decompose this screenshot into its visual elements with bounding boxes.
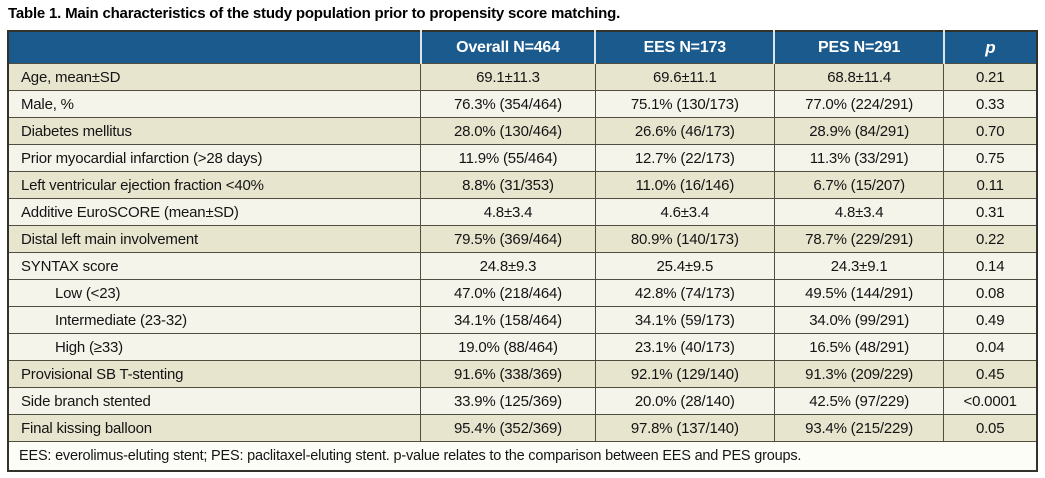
row-label: Left ventricular ejection fraction <40% <box>7 171 422 199</box>
cell-pes: 91.3% (209/229) <box>773 360 945 388</box>
table-row: Side branch stented 33.9% (125/369) 20.0% … <box>7 387 1038 415</box>
row-label: Provisional SB T-stenting <box>7 360 422 388</box>
table-row: SYNTAX score 24.8±9.3 25.4±9.5 24.3±9.1 0.14 <box>7 252 1038 280</box>
cell-pes: 34.0% (99/291) <box>773 306 945 334</box>
cell-p-value: 0.31 <box>943 198 1038 226</box>
row-label: Distal left main involvement <box>7 225 422 253</box>
cell-ees: 80.9% (140/173) <box>594 225 775 253</box>
cell-p-value: 0.22 <box>943 225 1038 253</box>
cell-pes: 78.7% (229/291) <box>773 225 945 253</box>
cell-pes: 42.5% (97/229) <box>773 387 945 415</box>
cell-p-value: 0.21 <box>943 63 1038 91</box>
cell-pes: 28.9% (84/291) <box>773 117 945 145</box>
cell-overall: 24.8±9.3 <box>420 252 596 280</box>
cell-overall: 28.0% (130/464) <box>420 117 596 145</box>
header-empty-cell <box>8 31 421 64</box>
header-p-value: p <box>942 31 1037 64</box>
table-row: Distal left main involvement 79.5% (369/4… <box>7 225 1038 253</box>
table-row: Additive EuroSCORE (mean±SD) 4.8±3.4 4.6±3… <box>7 198 1038 226</box>
cell-overall: 91.6% (338/369) <box>420 360 596 388</box>
table-row: High (≥33) 19.0% (88/464) 23.1% (40/173) 16… <box>7 333 1038 361</box>
row-label: Final kissing balloon <box>7 414 422 442</box>
row-label: Male, % <box>7 90 422 118</box>
cell-pes: 11.3% (33/291) <box>773 144 945 172</box>
table-row: Prior myocardial infarction (>28 days) 11… <box>7 144 1038 172</box>
row-label: High (≥33) <box>7 333 422 361</box>
table-row: Age, mean±SD 69.1±11.3 69.6±11.1 68.8±11.4 0… <box>7 63 1038 91</box>
cell-ees: 75.1% (130/173) <box>594 90 775 118</box>
cell-overall: 33.9% (125/369) <box>420 387 596 415</box>
cell-pes: 77.0% (224/291) <box>773 90 945 118</box>
cell-pes: 6.7% (15/207) <box>773 171 945 199</box>
cell-ees: 11.0% (16/146) <box>594 171 775 199</box>
cell-p-value: 0.14 <box>943 252 1038 280</box>
cell-pes: 68.8±11.4 <box>773 63 945 91</box>
row-label: Prior myocardial infarction (>28 days) <box>7 144 422 172</box>
cell-ees: 23.1% (40/173) <box>594 333 775 361</box>
cell-ees: 12.7% (22/173) <box>594 144 775 172</box>
table-row: Male, % 76.3% (354/464) 75.1% (130/173) 77.… <box>7 90 1038 118</box>
row-label: Additive EuroSCORE (mean±SD) <box>7 198 422 226</box>
header-overall: Overall N=464 <box>419 31 596 64</box>
cell-overall: 69.1±11.3 <box>420 63 596 91</box>
cell-pes: 24.3±9.1 <box>773 252 945 280</box>
cell-pes: 16.5% (48/291) <box>773 333 945 361</box>
cell-overall: 4.8±3.4 <box>420 198 596 226</box>
cell-ees: 42.8% (74/173) <box>594 279 775 307</box>
cell-pes: 49.5% (144/291) <box>773 279 945 307</box>
cell-p-value: <0.0001 <box>943 387 1038 415</box>
row-label: Intermediate (23-32) <box>7 306 422 334</box>
cell-overall: 11.9% (55/464) <box>420 144 596 172</box>
cell-ees: 34.1% (59/173) <box>594 306 775 334</box>
table-row: Left ventricular ejection fraction <40% 8… <box>7 171 1038 199</box>
cell-pes: 4.8±3.4 <box>773 198 945 226</box>
cell-overall: 47.0% (218/464) <box>420 279 596 307</box>
row-label: SYNTAX score <box>7 252 422 280</box>
table-row: Intermediate (23-32) 34.1% (158/464) 34.1%… <box>7 306 1038 334</box>
cell-overall: 19.0% (88/464) <box>420 333 596 361</box>
characteristics-table: Overall N=464 EES N=173 PES N=291 p Age,… <box>7 30 1038 472</box>
cell-p-value: 0.05 <box>943 414 1038 442</box>
cell-ees: 26.6% (46/173) <box>594 117 775 145</box>
row-label: Diabetes mellitus <box>7 117 422 145</box>
cell-ees: 69.6±11.1 <box>594 63 775 91</box>
cell-pes: 93.4% (215/229) <box>773 414 945 442</box>
row-label: Low (<23) <box>7 279 422 307</box>
cell-overall: 79.5% (369/464) <box>420 225 596 253</box>
table-row: Low (<23) 47.0% (218/464) 42.8% (74/173) 49… <box>7 279 1038 307</box>
cell-ees: 20.0% (28/140) <box>594 387 775 415</box>
cell-p-value: 0.49 <box>943 306 1038 334</box>
header-row: Overall N=464 EES N=173 PES N=291 p <box>8 31 1037 64</box>
cell-overall: 34.1% (158/464) <box>420 306 596 334</box>
cell-p-value: 0.70 <box>943 117 1038 145</box>
cell-p-value: 0.45 <box>943 360 1038 388</box>
cell-ees: 4.6±3.4 <box>594 198 775 226</box>
table-row: Final kissing balloon 95.4% (352/369) 97.8… <box>7 414 1038 442</box>
cell-p-value: 0.33 <box>943 90 1038 118</box>
cell-ees: 92.1% (129/140) <box>594 360 775 388</box>
header-ees: EES N=173 <box>594 31 775 64</box>
header-pes: PES N=291 <box>773 31 944 64</box>
footnote: EES: everolimus-eluting stent; PES: pacl… <box>7 441 1038 472</box>
cell-p-value: 0.04 <box>943 333 1038 361</box>
row-label: Age, mean±SD <box>7 63 422 91</box>
row-label: Side branch stented <box>7 387 422 415</box>
cell-p-value: 0.08 <box>943 279 1038 307</box>
table-row: Provisional SB T-stenting 91.6% (338/369)… <box>7 360 1038 388</box>
cell-ees: 97.8% (137/140) <box>594 414 775 442</box>
cell-overall: 95.4% (352/369) <box>420 414 596 442</box>
cell-p-value: 0.75 <box>943 144 1038 172</box>
table-row: Diabetes mellitus 28.0% (130/464) 26.6% (4… <box>7 117 1038 145</box>
cell-ees: 25.4±9.5 <box>594 252 775 280</box>
cell-overall: 8.8% (31/353) <box>420 171 596 199</box>
cell-overall: 76.3% (354/464) <box>420 90 596 118</box>
footnote-row: EES: everolimus-eluting stent; PES: pacl… <box>7 441 1038 472</box>
cell-p-value: 0.11 <box>943 171 1038 199</box>
table-title: Table 1. Main characteristics of the stu… <box>8 5 621 22</box>
